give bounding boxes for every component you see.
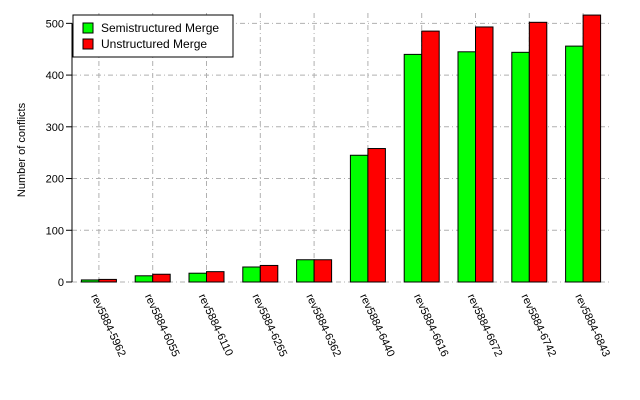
bar-unstructured [98, 278, 117, 283]
y-axis: 0 100 200 300 400 500 [46, 18, 73, 289]
x-tick-label: rev5884-6362 [303, 292, 343, 359]
y-tick-label: 100 [46, 225, 64, 237]
bar-semistructured [403, 53, 423, 283]
y-tick-label: 0 [58, 277, 64, 289]
bar-semistructured [511, 51, 530, 283]
bar-unstructured [475, 26, 494, 283]
bar-unstructured [528, 21, 548, 283]
bars [80, 14, 602, 283]
legend-box [72, 14, 234, 58]
bar-unstructured [313, 259, 333, 283]
x-tick-label: rev5884-6742 [519, 292, 559, 359]
legend-label: Unstructured Merge [101, 37, 207, 51]
legend-label: Semistructured Merge [101, 21, 219, 35]
bar-semistructured [242, 266, 261, 283]
bar-unstructured [582, 14, 602, 283]
bar-unstructured [152, 273, 171, 283]
x-tick-label: rev5884-6843 [572, 292, 612, 359]
bar-semistructured [134, 275, 154, 283]
bar-semistructured [457, 51, 476, 283]
x-tick-label: rev5884-6440 [357, 292, 397, 359]
legend-swatch [82, 38, 94, 50]
bar-semistructured [296, 259, 315, 283]
bar-unstructured [421, 30, 440, 283]
x-tick-label: rev5884-6110 [196, 292, 235, 358]
bar-semistructured [188, 272, 207, 283]
y-tick-label: 300 [46, 122, 64, 134]
legend-swatch [82, 22, 94, 34]
bar-unstructured [206, 271, 225, 283]
y-axis-title: Number of conflicts [16, 102, 28, 198]
x-tick-label: rev5884-6616 [411, 292, 451, 359]
legend: Semistructured Merge Unstructured Merge [72, 14, 234, 58]
bar-semistructured [565, 45, 584, 283]
y-tick-label: 200 [46, 174, 64, 186]
bar-semistructured [80, 279, 100, 283]
x-tick-labels: rev5884-5962 rev5884-6055 rev5884-6110 rev5… [88, 292, 612, 359]
y-tick-label: 400 [46, 70, 64, 82]
bar-unstructured [259, 264, 279, 283]
x-tick-label: rev5884-6672 [465, 292, 505, 359]
x-tick-label: rev5884-6055 [142, 292, 182, 359]
y-tick-label: 500 [46, 18, 64, 30]
x-tick-label: rev5884-5962 [88, 292, 128, 359]
bar-unstructured [367, 148, 386, 283]
bar-semistructured [349, 154, 369, 283]
y-axis-title-wrap: Number of conflicts [2, 103, 28, 197]
x-tick-label: rev5884-6265 [250, 292, 290, 359]
